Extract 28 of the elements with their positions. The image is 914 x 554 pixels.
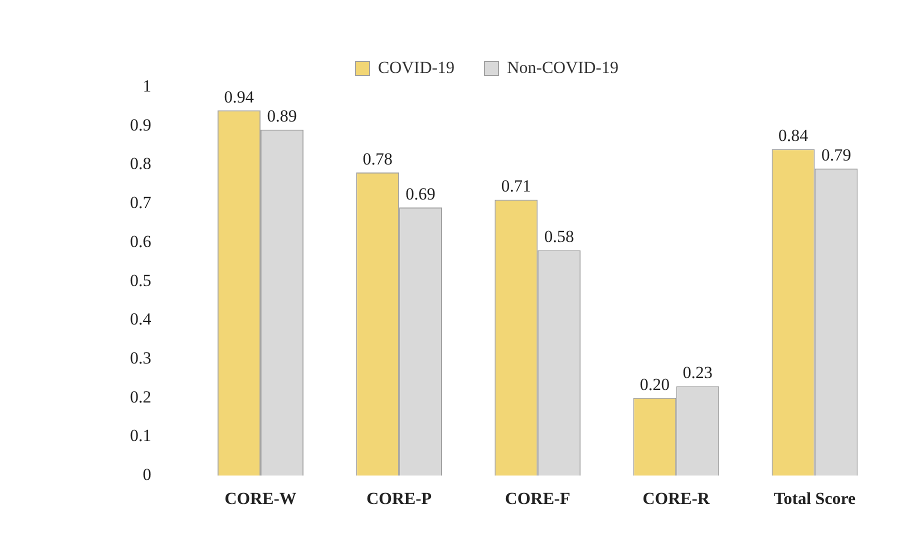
y-tick-label: 0.9 — [130, 115, 152, 134]
legend-label: Non-COVID-19 — [507, 58, 618, 77]
y-tick-label: 0.2 — [130, 387, 152, 406]
data-label: 0.58 — [544, 227, 574, 246]
y-tick-label: 0 — [142, 465, 152, 484]
y-tick-label: 0.5 — [130, 270, 152, 290]
data-label: 0.23 — [682, 363, 713, 382]
y-tick-label: 1 — [142, 76, 152, 96]
data-label: 0.79 — [821, 146, 852, 165]
data-label: 0.71 — [501, 176, 532, 196]
x-tick-label: CORE-P — [366, 489, 432, 508]
x-tick-label: CORE-R — [642, 489, 710, 508]
y-tick-label: 0.8 — [130, 154, 152, 174]
data-label: 0.20 — [640, 374, 670, 394]
x-tick-label: Total Score — [774, 489, 856, 508]
y-tick-label: 0.1 — [130, 426, 152, 446]
data-label: 0.94 — [224, 87, 254, 106]
x-tick-label: CORE-W — [224, 489, 296, 508]
x-tick-label: CORE-F — [505, 489, 570, 508]
y-tick-label: 0.4 — [130, 310, 152, 329]
y-tick-label: 0.7 — [130, 193, 152, 212]
y-tick-label: 0.3 — [130, 348, 152, 368]
data-label: 0.89 — [267, 106, 297, 126]
data-label: 0.69 — [406, 184, 436, 204]
y-tick-label: 0.6 — [130, 232, 152, 251]
data-label: 0.84 — [778, 126, 809, 146]
data-label: 0.78 — [362, 149, 392, 168]
legend-label: COVID-19 — [378, 58, 455, 77]
